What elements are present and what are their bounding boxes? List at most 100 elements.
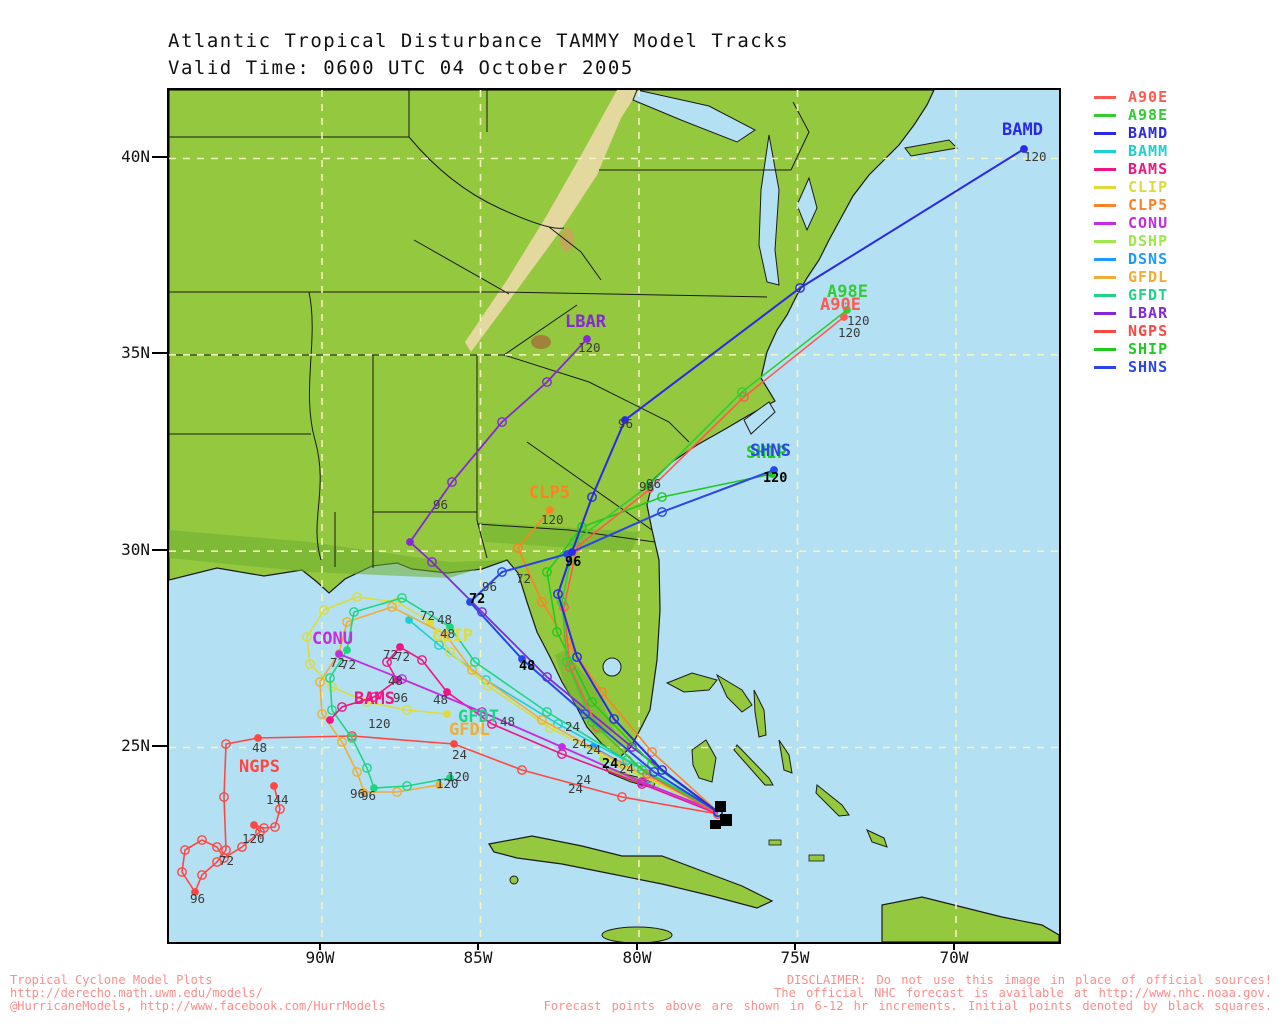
track-point [387, 602, 397, 612]
track-SHNS [466, 466, 778, 817]
model-label-SHNS: SHNS [750, 441, 791, 461]
legend-item-SHIP: SHIP [1094, 340, 1168, 358]
legend-dash-icon [1094, 293, 1116, 297]
track-point [426, 618, 434, 626]
legend-dash-icon [1094, 203, 1116, 207]
track-point [302, 632, 312, 642]
forecast-hour-label: 120 [447, 769, 470, 784]
track-point [177, 867, 187, 877]
track-point [558, 743, 566, 751]
track-point [470, 657, 480, 667]
lon-tick-label: 80W [622, 948, 652, 967]
crooked-island [866, 828, 888, 848]
legend-label: BAMM [1128, 142, 1169, 160]
track-point [739, 392, 749, 402]
cat-island [778, 739, 793, 774]
model-legend: A90E A98E BAMD BAMM BAMS CLIP CLP5 CONU DSHP DSNS… [1094, 88, 1168, 376]
track-point [397, 593, 407, 603]
lon-tick-mark [477, 942, 479, 950]
track-point [335, 650, 343, 658]
legend-item-LBAR: LBAR [1094, 304, 1168, 322]
legend-dash-icon [1094, 347, 1116, 351]
forecast-hour-label: 120 [838, 325, 861, 340]
legend-label: A98E [1128, 106, 1169, 124]
forecast-hour-label: 24 [576, 772, 591, 787]
model-tracks-layer [177, 145, 1028, 896]
forecast-hour-label: 24 [602, 756, 618, 772]
forecast-hour-label: 72 [383, 647, 398, 662]
track-point [434, 640, 444, 650]
legend-label: SHNS [1128, 358, 1169, 376]
track-point [337, 702, 347, 712]
model-label-GFDT: GFDT [458, 707, 499, 727]
track-point [396, 643, 404, 651]
forecast-hour-label: 72 [469, 591, 485, 607]
track-point [542, 707, 552, 717]
forecast-hour-label: 48 [519, 658, 535, 674]
legend-dash-icon [1094, 221, 1116, 225]
forecast-hour-label: 96 [190, 891, 205, 906]
track-point [562, 657, 572, 667]
track-point [270, 822, 280, 832]
hispaniola [881, 896, 1059, 942]
track-point [657, 507, 667, 517]
lat-tick-label: 40N [121, 147, 150, 166]
lon-tick-mark [794, 942, 796, 950]
forecast-hour-label: 96 [565, 554, 581, 570]
forecast-hour-label: 96 [393, 690, 408, 705]
forecast-hour-label: 72 [395, 649, 410, 664]
mountain-peak-shading [531, 335, 551, 349]
track-point [237, 842, 247, 852]
pamlico-sound [743, 401, 776, 435]
forecast-hour-label: 96 [361, 788, 376, 803]
legend-item-SHNS: SHNS [1094, 358, 1168, 376]
track-point [427, 557, 437, 567]
track-point [349, 607, 359, 617]
model-label-GFDL: GFDL [449, 720, 490, 740]
track-line-BAMS [329, 645, 719, 815]
track-point [450, 740, 458, 748]
track-point [542, 567, 552, 577]
forecast-hour-label: 72 [341, 657, 356, 672]
forecast-hour-label: 120 [436, 776, 459, 791]
coastal-plain-shading [169, 530, 507, 578]
forecast-hour-label: 48 [433, 692, 448, 707]
lon-tick-label: 85W [463, 948, 493, 967]
lon-tick-mark [319, 942, 321, 950]
track-point [572, 652, 582, 662]
legend-item-A90E: A90E [1094, 88, 1168, 106]
lat-tick-mark [152, 549, 167, 551]
track-point [250, 821, 258, 829]
legend-dash-icon [1094, 239, 1116, 243]
footer-social[interactable]: @HurricaneModels, http://www.facebook.co… [10, 999, 386, 1013]
cuba [488, 835, 774, 909]
title-line2: Valid Time: 0600 UTC 04 October 2005 [168, 57, 634, 79]
track-point [609, 714, 619, 724]
footer-credit-url[interactable]: http://derecho.math.uwm.edu/models/ [10, 986, 263, 1000]
delaware-bay [796, 176, 818, 232]
mountain-ridge-shading [560, 228, 574, 252]
track-point [402, 781, 412, 791]
legend-item-CONU: CONU [1094, 214, 1168, 232]
track-point [212, 842, 222, 852]
lon-tick-label: 70W [939, 948, 969, 967]
track-point [770, 466, 778, 474]
forecast-hour-label: 96 [639, 479, 654, 494]
legend-label: BAMD [1128, 124, 1169, 142]
forecast-hour-label: 120 [578, 340, 601, 355]
track-point [580, 709, 590, 719]
model-label-A90E: A90E [820, 295, 861, 315]
track-point [180, 845, 190, 855]
forecast-hour-label: 120 [368, 716, 391, 731]
track-point [617, 792, 627, 802]
track-point [518, 655, 526, 663]
legend-label: A90E [1128, 88, 1169, 106]
legend-item-GFDL: GFDL [1094, 268, 1168, 286]
track-point [347, 733, 357, 743]
plot-title: Atlantic Tropical Disturbance TAMMY Mode… [168, 28, 789, 82]
track-point [352, 592, 362, 602]
long-island-bahamas [815, 784, 850, 817]
track-line-CONU [338, 653, 719, 813]
track-point [657, 765, 667, 775]
lat-tick-label: 25N [121, 736, 150, 755]
